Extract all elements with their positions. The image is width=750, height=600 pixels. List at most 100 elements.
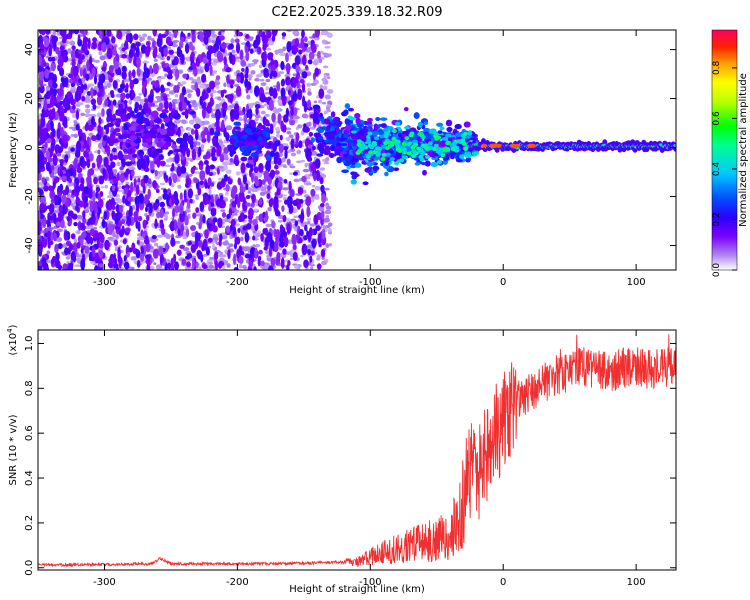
- heatmap-cell: [311, 43, 317, 54]
- heatmap-cell: [258, 249, 263, 255]
- heatmap-cell: [73, 133, 78, 139]
- heatmap-cell: [77, 214, 83, 220]
- heatmap-cell: [240, 156, 248, 162]
- heatmap-cell: [128, 48, 134, 59]
- heatmap-cell: [234, 212, 238, 216]
- heatmap-cell: [176, 249, 182, 256]
- heatmap-cell: [313, 132, 322, 138]
- heatmap-cell: [70, 147, 75, 152]
- heatmap-cell: [225, 225, 231, 234]
- heatmap-cell: [171, 208, 176, 219]
- heatmap-cell: [166, 81, 171, 87]
- heatmap-cell: [320, 184, 325, 193]
- heatmap-cell: [178, 69, 184, 75]
- heatmap-cell: [307, 91, 312, 96]
- heatmap-cell: [77, 230, 81, 235]
- heatmap-cell: [200, 144, 205, 150]
- heatmap-cell: [61, 77, 68, 88]
- heatmap-cell: [281, 194, 287, 197]
- heatmap-cell: [168, 176, 172, 186]
- heatmap-cell: [301, 54, 307, 66]
- heatmap-cell: [80, 83, 84, 94]
- heatmap-cell: [119, 166, 124, 171]
- heatmap-cell: [136, 239, 140, 245]
- heatmap-cell: [77, 58, 83, 65]
- heatmap-cell: [219, 153, 225, 163]
- heatmap-cell: [306, 244, 313, 249]
- heatmap-cell: [137, 175, 142, 179]
- heatmap-cell: [285, 52, 289, 63]
- heatmap-cell: [83, 41, 88, 54]
- heatmap-cell: [160, 76, 166, 80]
- heatmap-cell: [231, 49, 236, 54]
- heatmap-cell: [141, 85, 146, 95]
- heatmap-cell: [254, 247, 258, 259]
- heatmap-cell: [319, 177, 324, 185]
- heatmap-cell: [319, 167, 325, 171]
- heatmap-cell: [142, 232, 146, 238]
- heatmap-cell: [310, 250, 315, 256]
- heatmap-cell: [141, 142, 149, 148]
- heatmap-cell: [106, 145, 111, 157]
- heatmap-cell: [52, 154, 58, 167]
- heatmap-cell: [380, 123, 387, 129]
- heatmap-cell: [117, 150, 123, 161]
- heatmap-cell: [206, 131, 211, 143]
- heatmap-cell: [318, 58, 323, 64]
- heatmap-cell: [272, 87, 278, 99]
- heatmap-cell: [244, 140, 250, 147]
- heatmap-cell: [67, 189, 73, 194]
- heatmap-cell: [40, 134, 47, 144]
- heatmap-cell: [211, 33, 218, 39]
- heatmap-cell: [115, 194, 121, 198]
- heatmap-cell: [310, 266, 314, 270]
- heatmap-cell: [263, 103, 269, 107]
- heatmap-cell: [324, 209, 332, 215]
- heatmap-cell: [102, 134, 108, 142]
- heatmap-cell: [238, 263, 243, 269]
- heatmap-cell: [163, 188, 168, 194]
- heatmap-cell: [111, 147, 117, 153]
- heatmap-cell: [174, 240, 181, 244]
- heatmap-cell: [126, 251, 130, 258]
- heatmap-cell: [268, 140, 273, 147]
- heatmap-cell: [302, 189, 307, 194]
- heatmap-cell: [60, 126, 64, 138]
- heatmap-cell: [266, 30, 272, 39]
- heatmap-cell: [298, 49, 303, 55]
- heatmap-cell: [139, 36, 143, 43]
- heatmap-cell: [177, 184, 182, 190]
- heatmap-cell: [143, 108, 152, 114]
- heatmap-cell: [147, 148, 152, 154]
- heatmap-cell: [320, 248, 326, 258]
- heatmap-cell: [294, 55, 301, 66]
- heatmap-cell: [85, 226, 92, 230]
- heatmap-cell: [316, 254, 321, 259]
- heatmap-cell: [179, 215, 185, 223]
- heatmap-cell: [275, 133, 280, 138]
- heatmap-cell: [204, 229, 209, 239]
- heatmap-cell: [255, 74, 260, 79]
- heatmap-cell: [223, 82, 227, 88]
- heatmap-cell: [211, 150, 215, 159]
- heatmap-cell: [300, 254, 304, 258]
- heatmap-cell: [311, 198, 315, 203]
- heatmap-cell: [133, 106, 139, 114]
- heatmap-cell: [182, 247, 190, 252]
- heatmap-cell: [212, 225, 218, 233]
- heatmap-cell: [324, 145, 331, 153]
- heatmap-cell: [170, 167, 174, 172]
- heatmap-cell: [110, 72, 115, 78]
- heatmap-cell: [318, 147, 324, 153]
- heatmap-cell: [47, 157, 54, 163]
- heatmap-cell: [112, 178, 118, 184]
- heatmap-cell: [288, 134, 294, 139]
- heatmap-cell: [210, 113, 217, 119]
- heatmap-cell: [109, 253, 115, 265]
- heatmap-cell: [229, 158, 234, 163]
- heatmap-cell: [71, 250, 76, 261]
- heatmap-cell: [159, 182, 166, 186]
- heatmap-cell: [201, 245, 205, 252]
- heatmap-cell: [300, 211, 305, 222]
- heatmap-cell: [48, 202, 55, 215]
